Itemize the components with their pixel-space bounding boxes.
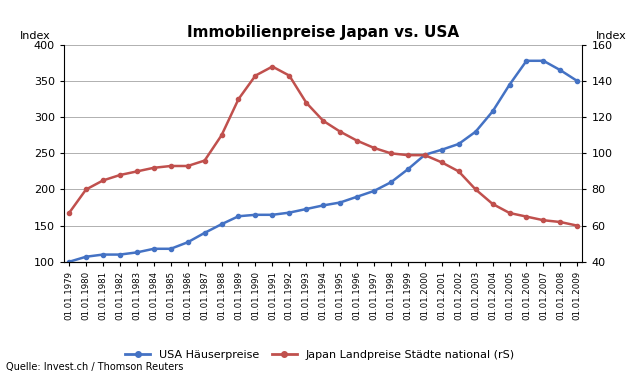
USA Häuserpreise xyxy=(455,142,463,146)
USA Häuserpreise xyxy=(201,231,209,235)
USA Häuserpreise xyxy=(269,212,276,217)
USA Häuserpreise xyxy=(506,82,513,87)
USA Häuserpreise xyxy=(133,250,141,255)
USA Häuserpreise xyxy=(523,59,531,63)
Japan Landpreise Städte national (rS) xyxy=(387,151,395,156)
USA Häuserpreise xyxy=(472,129,479,134)
Japan Landpreise Städte national (rS) xyxy=(506,211,513,215)
Japan Landpreise Städte national (rS) xyxy=(201,158,209,163)
USA Häuserpreise xyxy=(353,194,361,199)
Legend: USA Häuserpreise, Japan Landpreise Städte national (rS): USA Häuserpreise, Japan Landpreise Städt… xyxy=(121,346,519,365)
USA Häuserpreise xyxy=(252,212,259,217)
Japan Landpreise Städte national (rS) xyxy=(252,73,259,78)
Japan Landpreise Städte national (rS) xyxy=(133,169,141,174)
USA Häuserpreise xyxy=(336,200,344,205)
Japan Landpreise Städte national (rS) xyxy=(455,169,463,174)
Japan Landpreise Städte national (rS) xyxy=(303,101,310,105)
USA Häuserpreise xyxy=(218,222,225,226)
Text: Quelle: Invest.ch / Thomson Reuters: Quelle: Invest.ch / Thomson Reuters xyxy=(6,362,184,372)
USA Häuserpreise xyxy=(438,147,445,152)
USA Häuserpreise xyxy=(557,68,564,73)
USA Häuserpreise xyxy=(116,252,124,257)
USA Häuserpreise xyxy=(573,79,581,83)
USA Häuserpreise xyxy=(184,240,191,245)
Japan Landpreise Städte national (rS) xyxy=(116,173,124,177)
Japan Landpreise Städte national (rS) xyxy=(438,160,445,165)
Japan Landpreise Städte national (rS) xyxy=(353,138,361,143)
USA Häuserpreise xyxy=(167,246,175,251)
USA Häuserpreise xyxy=(404,167,412,172)
Japan Landpreise Städte national (rS) xyxy=(82,187,90,192)
Japan Landpreise Städte national (rS) xyxy=(319,119,327,123)
USA Häuserpreise xyxy=(99,252,107,257)
Line: USA Häuserpreise: USA Häuserpreise xyxy=(67,59,579,264)
Japan Landpreise Städte national (rS) xyxy=(557,220,564,224)
Japan Landpreise Städte national (rS) xyxy=(167,164,175,168)
USA Häuserpreise xyxy=(370,189,378,193)
Japan Landpreise Städte national (rS) xyxy=(65,211,73,215)
Japan Landpreise Städte national (rS) xyxy=(421,153,429,157)
USA Häuserpreise xyxy=(150,246,157,251)
Japan Landpreise Städte national (rS) xyxy=(370,146,378,150)
Japan Landpreise Städte national (rS) xyxy=(150,166,157,170)
USA Häuserpreise xyxy=(319,203,327,208)
Title: Immobilienpreise Japan vs. USA: Immobilienpreise Japan vs. USA xyxy=(187,25,460,40)
Line: Japan Landpreise Städte national (rS): Japan Landpreise Städte national (rS) xyxy=(67,64,579,228)
USA Häuserpreise xyxy=(540,59,547,63)
Japan Landpreise Städte national (rS) xyxy=(472,187,479,192)
Japan Landpreise Städte national (rS) xyxy=(336,129,344,134)
Japan Landpreise Städte national (rS) xyxy=(489,202,497,206)
Japan Landpreise Städte national (rS) xyxy=(269,64,276,69)
Japan Landpreise Städte national (rS) xyxy=(540,218,547,223)
Japan Landpreise Städte national (rS) xyxy=(235,97,243,101)
USA Häuserpreise xyxy=(235,214,243,218)
Japan Landpreise Städte national (rS) xyxy=(523,214,531,219)
USA Häuserpreise xyxy=(82,254,90,259)
Japan Landpreise Städte national (rS) xyxy=(218,133,225,138)
USA Häuserpreise xyxy=(285,211,293,215)
USA Häuserpreise xyxy=(421,153,429,157)
USA Häuserpreise xyxy=(65,260,73,264)
Text: Index: Index xyxy=(596,31,627,40)
USA Häuserpreise xyxy=(303,207,310,211)
USA Häuserpreise xyxy=(489,109,497,114)
Japan Landpreise Städte national (rS) xyxy=(285,73,293,78)
USA Häuserpreise xyxy=(387,180,395,184)
Japan Landpreise Städte national (rS) xyxy=(184,164,191,168)
Japan Landpreise Städte national (rS) xyxy=(573,223,581,228)
Japan Landpreise Städte national (rS) xyxy=(99,178,107,183)
Japan Landpreise Städte national (rS) xyxy=(404,153,412,157)
Text: Index: Index xyxy=(20,31,51,40)
